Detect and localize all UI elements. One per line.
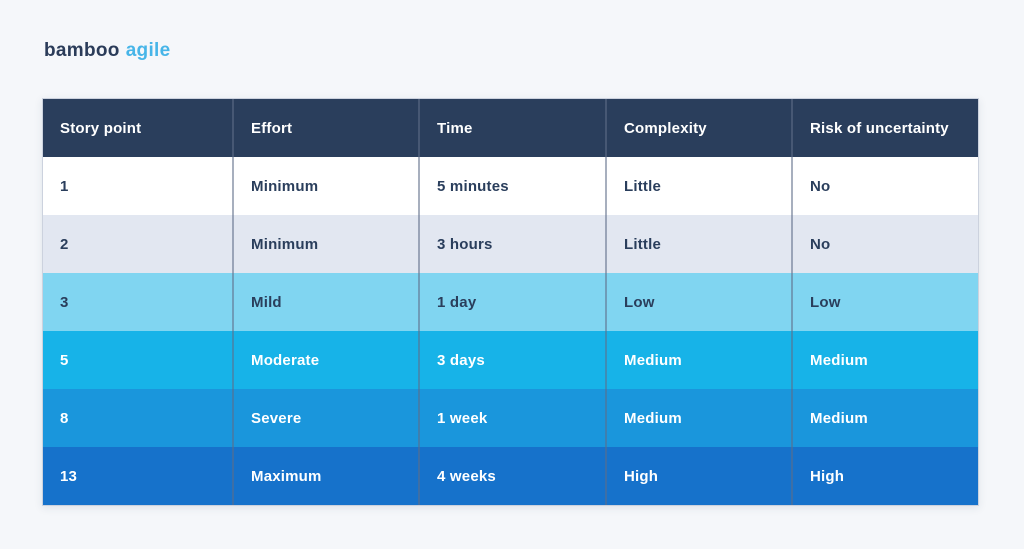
- table-row: 3 Mild 1 day Low Low: [43, 273, 978, 331]
- table-row: 13 Maximum 4 weeks High High: [43, 447, 978, 505]
- cell-complexity: Medium: [605, 331, 791, 389]
- table-row: 1 Minimum 5 minutes Little No: [43, 157, 978, 215]
- cell-effort: Minimum: [232, 157, 418, 215]
- header-risk-of-uncertainty: Risk of uncertainty: [791, 99, 978, 157]
- cell-risk: No: [791, 157, 978, 215]
- cell-story-point: 13: [60, 467, 78, 485]
- logo-text-agile: agile: [125, 40, 171, 61]
- table-header-row: Story point Effort Time Complexity Risk …: [43, 99, 978, 157]
- header-time: Time: [418, 99, 605, 157]
- cell-effort: Severe: [232, 389, 418, 447]
- cell-effort: Moderate: [232, 331, 418, 389]
- header-effort: Effort: [232, 99, 418, 157]
- cell-effort: Mild: [232, 273, 418, 331]
- cell-story-point: 1: [60, 177, 69, 195]
- cell-time: 1 week: [418, 389, 605, 447]
- cell-effort: Minimum: [232, 215, 418, 273]
- cell-risk: Medium: [791, 331, 978, 389]
- logo-text-bamboo: bamboo: [44, 40, 120, 61]
- header-complexity: Complexity: [605, 99, 791, 157]
- cell-time: 3 days: [418, 331, 605, 389]
- cell-complexity: High: [605, 447, 791, 505]
- cell-story-point: 8: [60, 409, 69, 427]
- cell-complexity: Little: [605, 215, 791, 273]
- cell-risk: No: [791, 215, 978, 273]
- bamboo-agile-logo: bamboo agile: [44, 40, 171, 62]
- cell-complexity: Low: [605, 273, 791, 331]
- cell-time: 1 day: [418, 273, 605, 331]
- cell-time: 3 hours: [418, 215, 605, 273]
- cell-story-point: 5: [60, 351, 69, 369]
- cell-risk: Low: [791, 273, 978, 331]
- cell-time: 4 weeks: [418, 447, 605, 505]
- cell-complexity: Medium: [605, 389, 791, 447]
- cell-story-point: 2: [60, 235, 69, 253]
- table-row: 2 Minimum 3 hours Little No: [43, 215, 978, 273]
- cell-complexity: Little: [605, 157, 791, 215]
- cell-story-point: 3: [60, 293, 69, 311]
- cell-time: 5 minutes: [418, 157, 605, 215]
- table-row: 5 Moderate 3 days Medium Medium: [43, 331, 978, 389]
- story-point-table: Story point Effort Time Complexity Risk …: [42, 98, 979, 506]
- table-row: 8 Severe 1 week Medium Medium: [43, 389, 978, 447]
- cell-effort: Maximum: [232, 447, 418, 505]
- header-story-point: Story point: [60, 119, 142, 137]
- cell-risk: High: [791, 447, 978, 505]
- cell-risk: Medium: [791, 389, 978, 447]
